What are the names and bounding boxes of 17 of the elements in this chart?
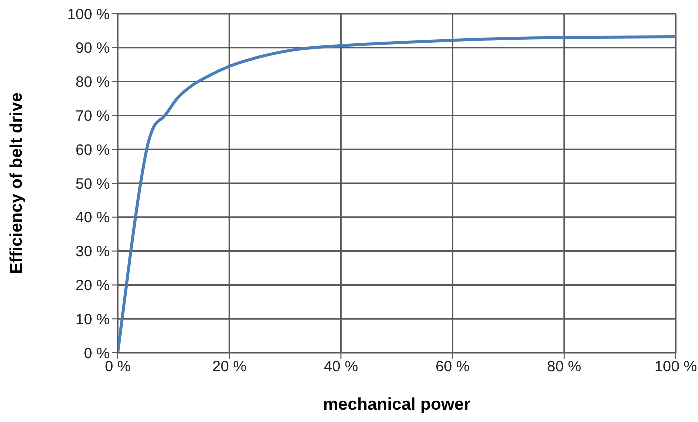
y-tick-label: 30 % xyxy=(76,244,110,261)
x-tick-label: 20 % xyxy=(212,358,247,376)
x-tick-label: 80 % xyxy=(547,358,582,376)
x-tick-label: 60 % xyxy=(436,358,470,376)
y-tick-label: 70 % xyxy=(76,108,110,126)
y-tick-label: 40 % xyxy=(76,210,110,227)
x-tick-label: 40 % xyxy=(324,358,358,376)
x-tick-label: 100 % xyxy=(654,358,698,376)
y-tick-label: 10 % xyxy=(76,311,110,328)
x-axis-title: mechanical power xyxy=(323,395,472,414)
y-tick-label: 60 % xyxy=(76,142,110,159)
y-tick-label: 80 % xyxy=(76,74,110,92)
y-tick-label: 100 % xyxy=(67,6,110,24)
y-axis-title: Efficiency of belt drive xyxy=(7,92,26,274)
y-tick-label: 90 % xyxy=(76,40,110,58)
y-tick-label: 50 % xyxy=(76,176,110,193)
y-tick-label: 20 % xyxy=(76,278,110,295)
